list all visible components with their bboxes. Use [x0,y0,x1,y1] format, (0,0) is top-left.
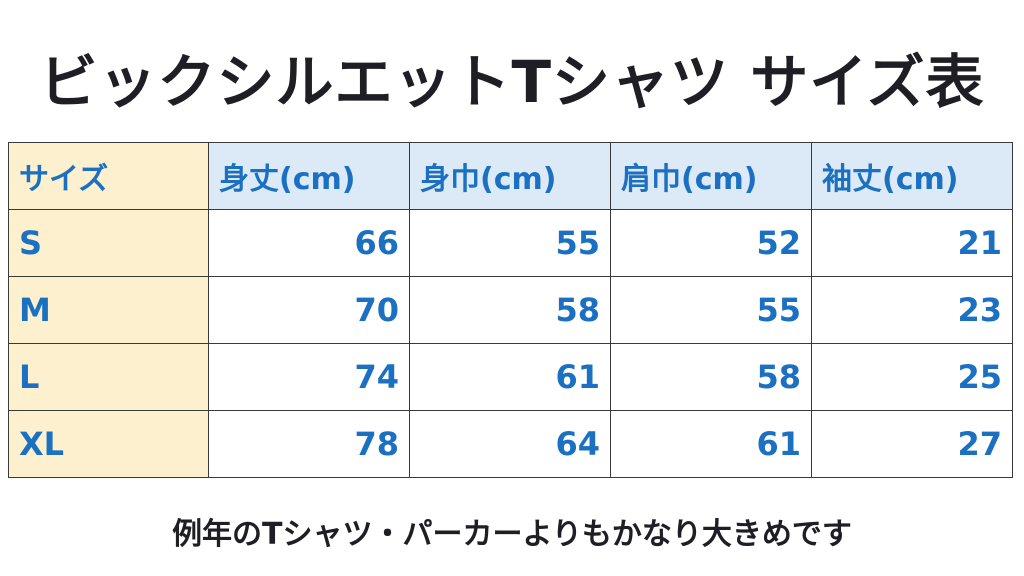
measurement: 25 [811,343,1013,411]
size-label: S [8,209,209,277]
measurement: 52 [610,209,812,277]
measurement: 78 [208,410,410,478]
measurement: 58 [409,276,611,344]
table-row: XL 78 64 61 27 [8,410,1013,478]
measurement: 64 [409,410,611,478]
table-row: L 74 61 58 25 [8,343,1013,411]
measurement: 21 [811,209,1013,277]
column-header: 袖丈(cm) [811,142,1013,210]
measurement: 66 [208,209,410,277]
footer-note: 例年のTシャツ・パーカーよりもかなり大きめです [172,517,852,552]
size-label: M [8,276,209,344]
measurement: 58 [610,343,812,411]
measurement: 27 [811,410,1013,478]
measurement: 74 [208,343,410,411]
column-header: 身丈(cm) [208,142,410,210]
size-label: L [8,343,209,411]
measurement: 70 [208,276,410,344]
title: ビックシルエットTシャツ サイズ表 [39,48,985,116]
measurement: 55 [610,276,812,344]
size-table: サイズ 身丈(cm) 身巾(cm) 肩巾(cm) 袖丈(cm) S 66 55 52 21 M 70 5… [8,142,1013,478]
size-label: XL [8,410,209,478]
column-header: 身巾(cm) [409,142,611,210]
measurement: 61 [610,410,812,478]
table-row: S 66 55 52 21 [8,209,1013,277]
column-header: サイズ [8,142,209,210]
header-row: サイズ 身丈(cm) 身巾(cm) 肩巾(cm) 袖丈(cm) [8,142,1013,210]
measurement: 55 [409,209,611,277]
column-header: 肩巾(cm) [610,142,812,210]
measurement: 23 [811,276,1013,344]
measurement: 61 [409,343,611,411]
table-row: M 70 58 55 23 [8,276,1013,344]
